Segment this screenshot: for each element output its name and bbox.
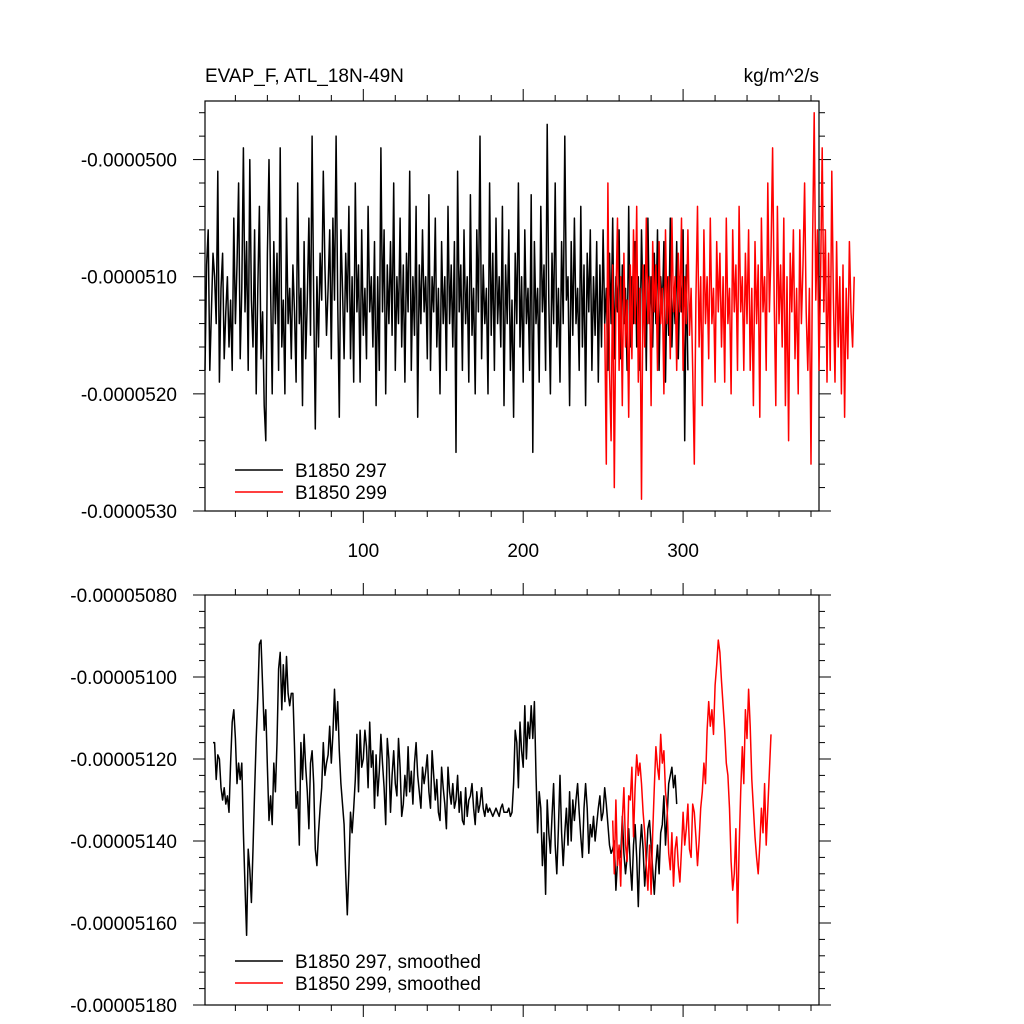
- top-panel-x-axis: 100 200 300: [234, 89, 812, 562]
- bottom-panel-legend: B1850 297, smoothed B1850 299, smoothed: [235, 952, 481, 995]
- legend-label-b1850-299: B1850 299: [295, 483, 387, 504]
- y-tick-label: -0.00005140: [70, 832, 177, 853]
- x-tick-label: 200: [507, 541, 539, 562]
- y-tick-label: -0.00005100: [70, 668, 177, 689]
- top-panel-y-axis: -0.0000500 -0.0000510 -0.0000520 -0.0000530: [81, 112, 831, 523]
- top-panel-units: kg/m^2/s: [744, 66, 819, 87]
- legend-label-b1850-297-smoothed: B1850 297, smoothed: [295, 952, 481, 973]
- bottom-panel-x-axis: [234, 583, 812, 1017]
- bottom-panel: -0.00005080 -0.00005100 -0.00005120 -0.0000…: [70, 583, 831, 1017]
- legend-label-b1850-299-smoothed: B1850 299, smoothed: [295, 974, 481, 995]
- series-line-b1850-299-smoothed: [611, 639, 772, 924]
- top-panel-legend: B1850 297 B1850 299: [235, 461, 387, 504]
- series-line-b1850-297-smoothed: [213, 639, 678, 937]
- series-line-b1850-299: [603, 111, 855, 501]
- x-tick-label: 100: [347, 541, 379, 562]
- bottom-panel-y-axis: -0.00005080 -0.00005100 -0.00005120 -0.0000…: [70, 586, 831, 1017]
- y-tick-label: -0.00005120: [70, 750, 177, 771]
- y-tick-label: -0.0000520: [81, 385, 177, 406]
- legend-label-b1850-297: B1850 297: [295, 461, 387, 482]
- bottom-panel-frame: [204, 594, 820, 1006]
- x-tick-label: 300: [667, 541, 699, 562]
- y-tick-label: -0.00005180: [70, 996, 177, 1017]
- y-tick-label: -0.0000530: [81, 502, 177, 523]
- top-panel: EVAP_F, ATL_18N-49N kg/m^2/s -0.0000500-…: [81, 66, 855, 562]
- y-tick-label: -0.0000500: [81, 151, 177, 172]
- top-panel-title: EVAP_F, ATL_18N-49N: [205, 66, 404, 87]
- top-panel-series: [204, 111, 855, 501]
- y-tick-label: -0.00005160: [70, 914, 177, 935]
- y-tick-label: -0.0000510: [81, 268, 177, 289]
- bottom-panel-series: [213, 639, 772, 937]
- y-tick-label: -0.00005080: [70, 586, 177, 607]
